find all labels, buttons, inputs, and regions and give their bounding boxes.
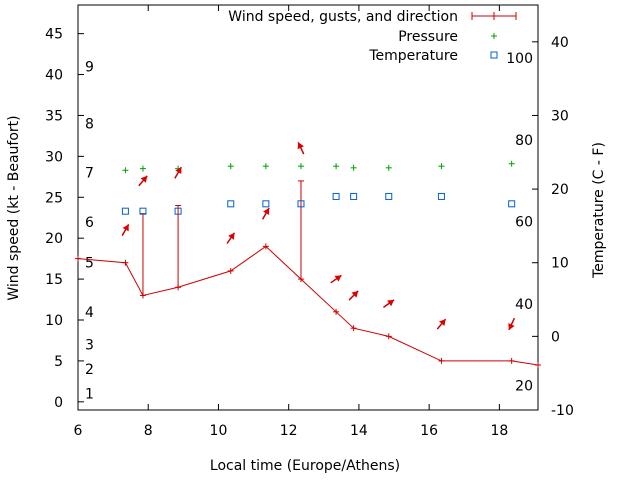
temperature-point [437,192,445,200]
beaufort-label: 8 [85,117,94,133]
wind-arrow [508,317,516,331]
beaufort-label: 4 [85,305,94,321]
temperature-point [297,200,305,208]
y-tick-label-left: 30 [45,149,63,165]
fahrenheit-label: 100 [506,51,533,67]
wind-arrow [348,290,359,301]
wind-direction-arrows [121,141,516,331]
y-axis-label-left: Wind speed (kt - Beaufort) [6,115,22,300]
wind-arrow-head [122,224,129,232]
x-axis-label: Local time (Europe/Athens) [210,458,400,474]
wind-arrow [174,166,182,179]
fahrenheit-label: 60 [515,214,533,230]
fahrenheit-label: 20 [515,379,533,395]
scale-conversion-labels: 1 2 3 4 5 6 7 8 9 20 40 60 80 100 [85,51,533,403]
wind-arrow [138,175,148,187]
y-axis-label-right: Temperature (C - F) [591,142,607,279]
y-tick-label-left: 5 [54,354,63,370]
temperature-point [227,200,235,208]
x-tick-label: 18 [490,423,508,439]
x-tick-label: 10 [210,423,228,439]
wind-speed-line [77,245,539,366]
y-tick-label-left: 0 [54,395,63,411]
axis-tick-labels: 6 8 10 12 14 16 18051015202530354045-100102030… [45,27,574,439]
y-tick-label-right: 30 [551,108,569,124]
legend: Wind speed, gusts, and direction Pressure… [228,9,517,64]
x-tick-label: 8 [144,423,153,439]
wind-arrow-head [140,175,148,183]
temperature-point [508,200,516,208]
x-tick-label: 12 [280,423,298,439]
y-tick-label-left: 35 [45,108,63,124]
axis-ticks [77,5,538,411]
fahrenheit-label: 80 [515,133,533,149]
y-tick-label-left: 40 [45,68,63,84]
legend-label: Wind speed, gusts, and direction [228,9,458,25]
fahrenheit-label: 40 [515,297,533,313]
temperature-point [121,207,129,215]
wind-arrow [261,207,270,220]
y-tick-label-left: 10 [45,313,63,329]
beaufort-label: 1 [85,387,94,403]
wind-arrow-head [439,319,446,326]
temperature-point [174,207,182,215]
y-tick-label-left: 45 [45,27,63,43]
temperature-point [262,200,270,208]
x-tick-label: 16 [420,423,438,439]
temperature-point [332,192,340,200]
legend-label: Pressure [398,29,458,45]
wind-arrow [297,141,305,155]
y-tick-label-left: 15 [45,272,63,288]
legend-temperature-swatch [490,51,498,59]
y-tick-label-right: 20 [551,182,569,198]
wind-arrow-head [228,232,235,240]
y-tick-label-right: 0 [551,329,560,345]
temperature-point [385,192,393,200]
x-tick-label: 14 [350,423,368,439]
y-tick-label-right: 10 [551,256,569,272]
wind-arrow-head [508,323,515,330]
y-tick-label-left: 25 [45,190,63,206]
beaufort-label: 5 [85,256,94,272]
beaufort-label: 2 [85,362,94,378]
wind-arrow-head [263,208,270,215]
beaufort-label: 7 [85,166,94,182]
wind-arrow [121,223,130,237]
y-tick-label-left: 20 [45,231,63,247]
x-tick-label: 6 [74,423,83,439]
beaufort-label: 6 [85,215,94,231]
wind-arrow-head [387,299,395,307]
temperature-point [139,207,147,215]
legend-label: Temperature [368,48,458,64]
wind-arrow-head [175,167,182,175]
wind-arrow [436,318,447,330]
wind-arrow-head [351,290,359,298]
wind-arrow-head [297,142,304,150]
wind-arrow [226,232,236,244]
wind-arrow [383,299,395,308]
wind-arrow-head [334,275,342,282]
wind-arrow [330,274,342,284]
temperature-point [350,192,358,200]
plot-frame [77,4,539,411]
series-layer [75,160,541,368]
beaufort-label: 3 [85,338,94,354]
y-tick-label-right: 40 [551,35,569,51]
beaufort-label: 9 [85,59,94,75]
y-tick-label-right: -10 [551,403,574,419]
